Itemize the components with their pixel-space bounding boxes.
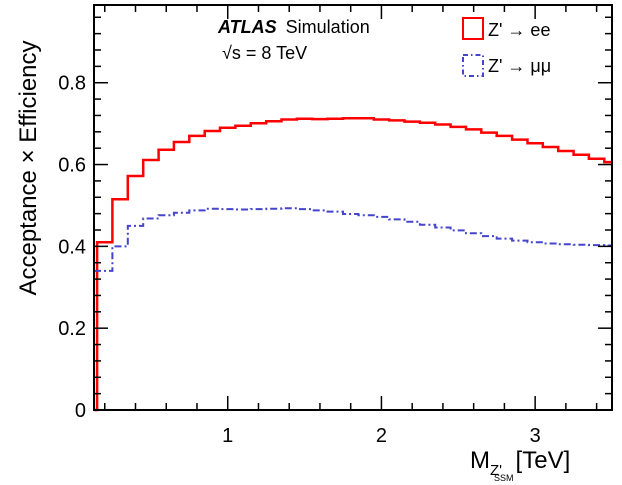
energy-label: √s = 8 TeV (222, 43, 307, 63)
series-layer (94, 117, 612, 412)
series-line-0 (94, 117, 612, 412)
svg-text:ATLAS Simulation: ATLAS Simulation (217, 17, 370, 37)
x-tick-label: 1 (222, 425, 233, 447)
x-axis-title-sub: Z' (490, 462, 502, 479)
x-axis-title: MZ'SSM[TeV] (470, 447, 570, 483)
legend: Z' → ee Z' → μμ (462, 17, 551, 77)
y-tick-label: 0.2 (58, 318, 86, 340)
atlas-annotation: ATLAS Simulation √s = 8 TeV (217, 17, 370, 63)
y-tick-label: 0.6 (58, 155, 86, 177)
atlas-label: ATLAS (217, 17, 277, 37)
y-tick-label: 0.4 (58, 236, 86, 258)
x-tick-label: 2 (376, 425, 387, 447)
ticks-layer: 1 2 3 0 0.2 0.4 0.6 0.8 (58, 5, 612, 447)
x-tick-label: 3 (530, 425, 541, 447)
plot-frame (93, 4, 613, 411)
simulation-label: Simulation (286, 17, 370, 37)
legend-marker-mumu (462, 54, 484, 77)
series-line-1 (94, 207, 612, 272)
legend-label-ee: Z' → ee (488, 20, 550, 40)
x-axis-title-unit: [TeV] (516, 447, 571, 474)
legend-label-mumu: Z' → μμ (488, 56, 551, 76)
x-axis-title-subsub: SSM (494, 473, 514, 483)
x-axis-title-main: M (470, 447, 490, 474)
y-tick-label: 0.8 (58, 73, 86, 95)
legend-marker-ee (462, 17, 484, 40)
y-axis-title: Acceptance × Efficiency (15, 40, 42, 295)
y-tick-label: 0 (75, 400, 86, 422)
